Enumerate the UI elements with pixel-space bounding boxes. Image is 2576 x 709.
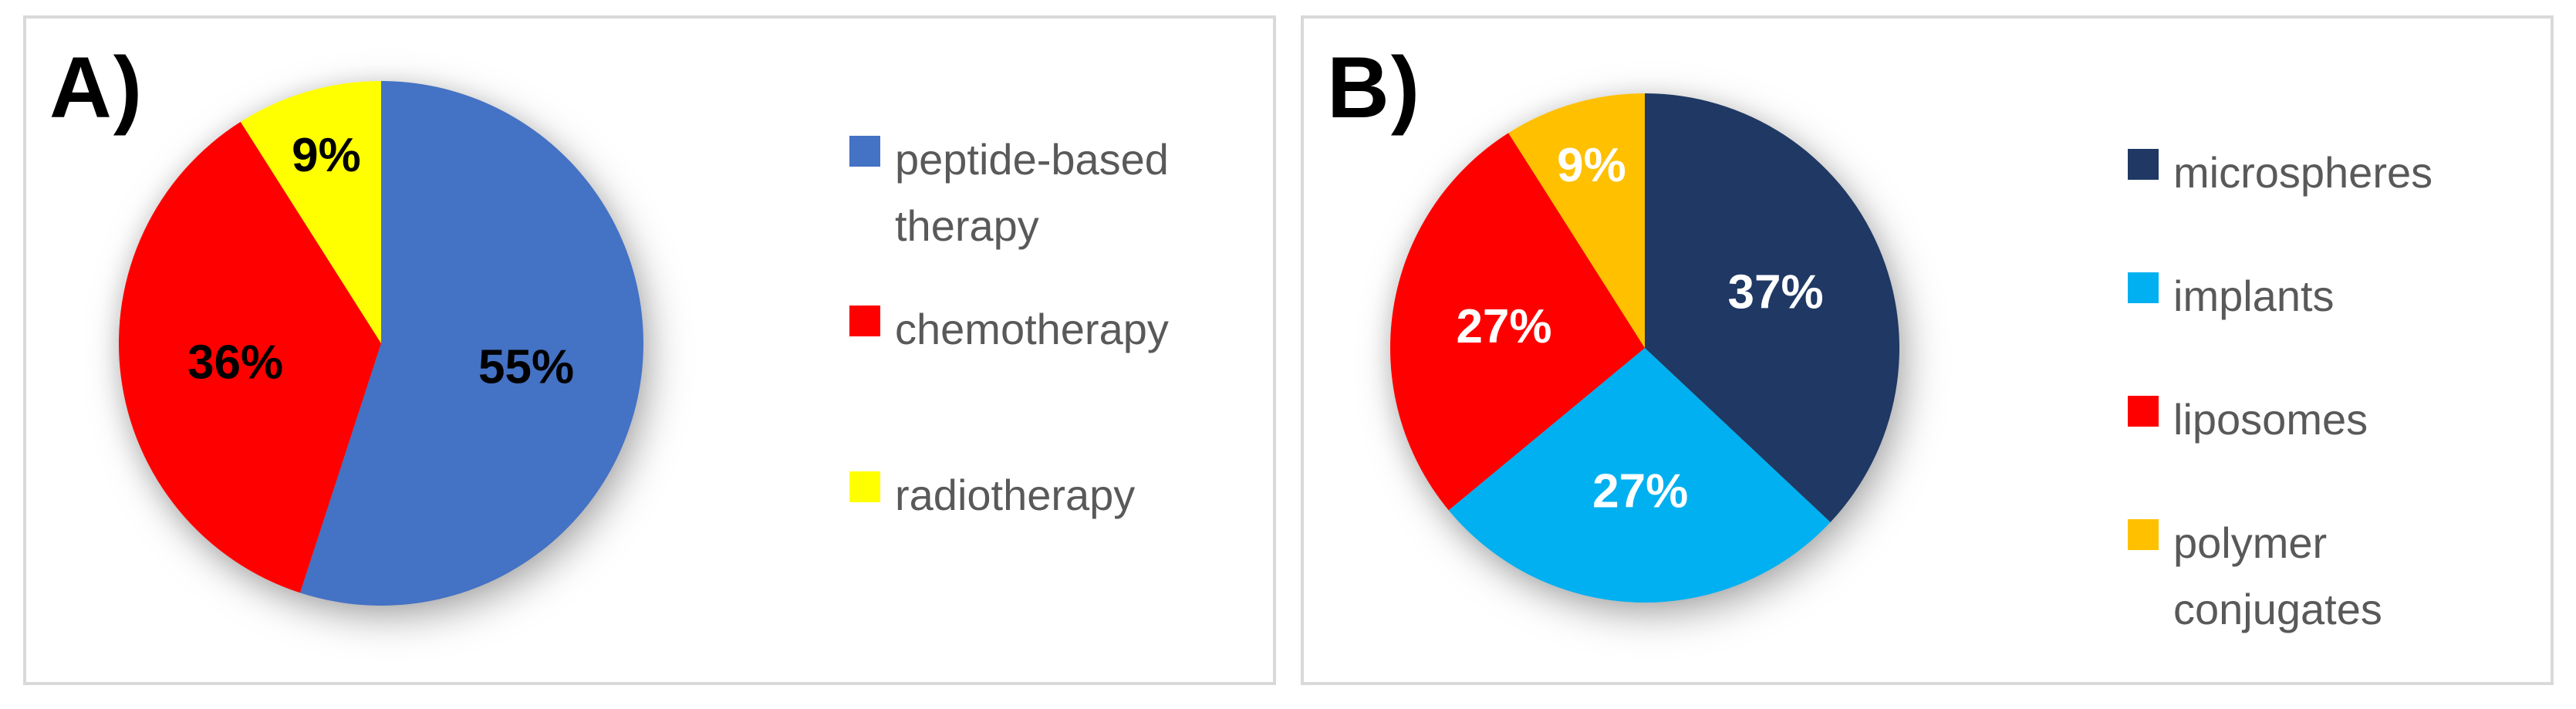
legend-b-item-1: microspheres [2128, 140, 2433, 206]
pie-b-data-label-3: 27% [1456, 300, 1551, 353]
legend-b-label-2: implants [2173, 272, 2335, 320]
legend-b-item-3: liposomes [2128, 387, 2368, 453]
legend-b-swatch-2 [2128, 272, 2159, 303]
legend-b-swatch-1 [2128, 149, 2159, 180]
legend-b-item-4: polymer conjugates [2128, 510, 2517, 643]
legend-b-swatch-4 [2128, 519, 2159, 550]
pie-b-data-label-1: 37% [1728, 265, 1824, 319]
legend-a-item-1: peptide-based therapy [849, 127, 1238, 259]
pie-b-data-label-4: 9% [1557, 139, 1626, 192]
legend-b-swatch-3 [2128, 396, 2159, 427]
pie-a-data-label-2: 36% [187, 336, 283, 390]
pie-a-data-label-3: 9% [292, 129, 361, 182]
pie-b-slice-4 [1508, 93, 1645, 348]
pie-a-data-label-1: 55% [478, 341, 574, 394]
pie-chart-b: 37% 27% 27% 9% [1389, 93, 1899, 603]
legend-a-label-3: radiotherapy [895, 471, 1136, 519]
panel-a-label: A) [49, 39, 144, 136]
legend-b-item-2: implants [2128, 263, 2335, 329]
legend-a-swatch-3 [849, 471, 880, 502]
pie-a-slice-1 [299, 81, 643, 606]
pie-b-slice-2 [1448, 348, 1831, 603]
pie-chart-a: 55% 36% 9% [119, 81, 643, 606]
legend-a-label-2: chemotherapy [895, 305, 1169, 353]
legend-a-item-3: radiotherapy [849, 462, 1135, 528]
pie-b-slice-1 [1645, 93, 1899, 522]
legend-a-label-1: peptide-based therapy [895, 135, 1169, 250]
legend-a-item-2: chemotherapy [849, 296, 1169, 363]
legend-a-swatch-2 [849, 306, 880, 336]
pie-b-slice-3 [1389, 133, 1645, 511]
pie-b-data-label-2: 27% [1592, 464, 1688, 518]
legend-b-label-1: microspheres [2173, 148, 2433, 197]
pie-a-slice-3 [240, 81, 381, 343]
legend-b-label-3: liposomes [2173, 395, 2368, 444]
pie-a-slice-2 [119, 121, 381, 593]
panel-b-label: B) [1327, 39, 1422, 136]
panel-b: B) 37% 27% 27% 9% microspheres implants lipos… [1301, 15, 2554, 685]
legend-b-label-4: polymer conjugates [2173, 518, 2382, 633]
panel-a: A) 55% 36% 9% peptide-based therapy chemoth… [23, 15, 1276, 685]
legend-a-swatch-1 [849, 136, 880, 167]
